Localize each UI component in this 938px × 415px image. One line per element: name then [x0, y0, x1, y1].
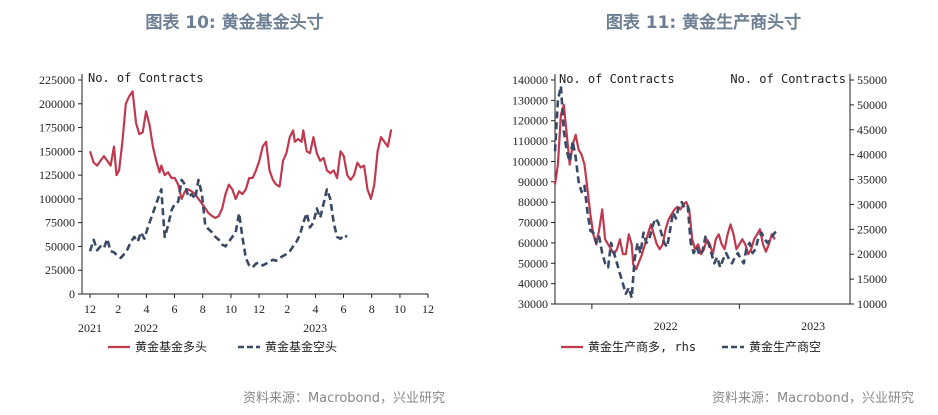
y-tick-label: 100000 [39, 192, 75, 206]
year-label: 2023 [801, 319, 825, 333]
y-tick-label-left: 130000 [512, 93, 548, 107]
y-tick-label-left: 30000 [518, 297, 548, 311]
y-tick-label-right: 20000 [857, 247, 887, 261]
y-tick-label-right: 15000 [857, 272, 887, 286]
y-tick-label: 175000 [39, 121, 75, 135]
x-tick-label: 10 [225, 302, 237, 316]
y-tick-label: 225000 [39, 73, 75, 87]
y-tick-label: 0 [69, 287, 75, 301]
unit-label-right: No. of Contracts [730, 72, 846, 86]
y-tick-label-left: 140000 [512, 73, 548, 87]
year-label: 2023 [303, 321, 327, 335]
y-tick-label: 25000 [45, 263, 75, 277]
y-tick-label: 150000 [39, 144, 75, 158]
y-tick-label-left: 50000 [518, 256, 548, 270]
figure-gold-producer-positions: 图表 11: 黄金生产商头寸 30000 40000 50000 60000 70000… [469, 0, 938, 415]
y-tick-label-left: 100000 [512, 154, 548, 168]
legend-series-1-label: 黄金生产商多, rhs [588, 339, 696, 354]
x-tick-label: 4 [143, 302, 149, 316]
year-label: 2022 [654, 319, 678, 333]
y-tick-label-left: 60000 [518, 236, 548, 250]
y-tick-label: 50000 [45, 239, 75, 253]
year-label: 2022 [134, 321, 158, 335]
chart-gold-producer-positions: 30000 40000 50000 60000 70000 80000 90000 10000… [512, 72, 887, 354]
legend-series-2-label: 黄金生产商空 [749, 339, 821, 354]
series-line-2 [553, 84, 778, 300]
legend-series-1-label: 黄金基金多头 [135, 339, 207, 354]
x-tick-label: 2 [115, 302, 121, 316]
series-line-2 [88, 178, 348, 269]
source-note: 资料来源：Macrobond，兴业研究 [242, 391, 445, 406]
x-tick-label: 12 [253, 302, 265, 316]
y-tick-label-right: 35000 [857, 173, 887, 187]
figure-title: 图表 11: 黄金生产商头寸 [605, 13, 802, 33]
figure-title: 图表 10: 黄金基金头寸 [145, 13, 324, 33]
x-tick-label: 12 [422, 302, 434, 316]
y-tick-label-left: 70000 [518, 216, 548, 230]
x-tick-label: 6 [172, 302, 178, 316]
x-tick-label: 10 [394, 302, 406, 316]
y-tick-label-left: 80000 [518, 195, 548, 209]
x-tick-label: 8 [369, 302, 375, 316]
source-note: 资料来源：Macrobond，兴业研究 [711, 391, 914, 406]
y-tick-label-right: 25000 [857, 222, 887, 236]
y-tick-label-right: 40000 [857, 148, 887, 162]
x-tick-label: 6 [341, 302, 347, 316]
y-tick-label-left: 110000 [512, 134, 548, 148]
y-tick-label-right: 45000 [857, 123, 887, 137]
unit-label-left: No. of Contracts [559, 72, 675, 86]
y-tick-label-right: 55000 [857, 73, 887, 87]
x-tick-label: 2 [284, 302, 290, 316]
x-tick-label: 4 [312, 302, 318, 316]
y-tick-label-right: 10000 [857, 297, 887, 311]
y-tick-label-left: 90000 [518, 175, 548, 189]
series-line-1 [88, 90, 393, 219]
legend-series-2-label: 黄金基金空头 [265, 339, 337, 354]
figure-gold-fund-positions: 图表 10: 黄金基金头寸 0 25000 50000 75000 100000 1250… [39, 13, 445, 406]
y-tick-label-right: 30000 [857, 197, 887, 211]
y-tick-label-right: 50000 [857, 98, 887, 112]
unit-label: No. of Contracts [88, 71, 204, 85]
x-tick-label: 8 [200, 302, 206, 316]
y-tick-label: 125000 [39, 168, 75, 182]
y-tick-label-left: 40000 [518, 277, 548, 291]
year-label: 2021 [78, 321, 102, 335]
y-tick-label: 200000 [39, 97, 75, 111]
y-tick-label: 75000 [45, 216, 75, 230]
series-line-1 [553, 103, 776, 271]
chart-gold-fund-positions: 0 25000 50000 75000 100000 125000 150000 175000… [39, 71, 434, 354]
x-tick-label: 12 [84, 302, 96, 316]
y-tick-label-left: 120000 [512, 114, 548, 128]
